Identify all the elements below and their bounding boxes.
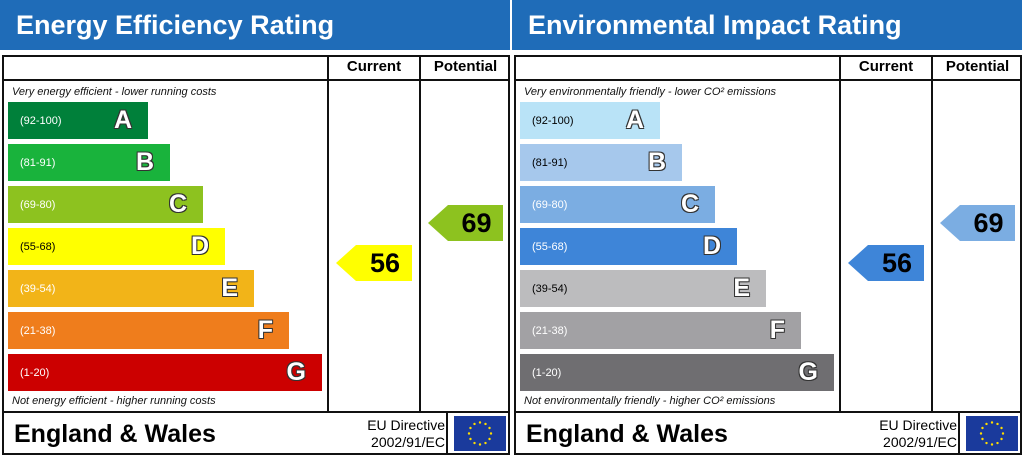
- band-range: (92-100): [20, 115, 62, 127]
- band-range: (55-68): [532, 241, 568, 253]
- band-c: (69-80) C: [8, 186, 203, 223]
- band-letter: G: [798, 358, 818, 386]
- chart-frame: [2, 55, 510, 455]
- band-letter: G: [286, 358, 306, 386]
- band-e: (39-54) E: [8, 270, 254, 307]
- band-range: (81-91): [20, 157, 56, 169]
- band-range: (69-80): [20, 199, 56, 211]
- eu-flag-icon: [454, 416, 506, 451]
- directive-line2: 2002/91/EC: [883, 434, 957, 450]
- band-range: (21-38): [20, 325, 56, 337]
- current-rating-value: 56: [881, 248, 913, 278]
- band-letter: D: [702, 232, 721, 260]
- band-range: (1-20): [532, 367, 562, 379]
- current-rating-value: 56: [369, 248, 401, 278]
- band-e: (39-54) E: [520, 270, 766, 307]
- column-header-potential: Potential: [433, 58, 498, 75]
- directive-line2: 2002/91/EC: [371, 434, 445, 450]
- band-range: (39-54): [20, 283, 56, 295]
- band-range: (55-68): [20, 241, 56, 253]
- top-note: Very environmentally friendly - lower CO…: [524, 86, 777, 98]
- top-note: Very energy efficient - lower running co…: [12, 86, 217, 98]
- column-header-current: Current: [346, 58, 402, 75]
- eu-directive: EU Directive 2002/91/EC: [345, 417, 445, 451]
- band-letter: B: [647, 148, 666, 176]
- band-g: (1-20) G: [520, 354, 834, 391]
- column-header-current: Current: [858, 58, 914, 75]
- eu-directive: EU Directive 2002/91/EC: [857, 417, 957, 451]
- band-f: (21-38) F: [520, 312, 801, 349]
- chart-title: Energy Efficiency Rating: [0, 0, 510, 50]
- column-header-potential: Potential: [945, 58, 1010, 75]
- band-letter: F: [257, 316, 273, 344]
- band-letter: D: [190, 232, 209, 260]
- band-letter: A: [625, 106, 644, 134]
- band-letter: F: [769, 316, 785, 344]
- band-range: (92-100): [532, 115, 574, 127]
- potential-rating-value: 69: [973, 208, 1004, 238]
- directive-line1: EU Directive: [367, 417, 445, 433]
- band-b: (81-91) B: [520, 144, 682, 181]
- chart-title: Environmental Impact Rating: [512, 0, 1022, 50]
- environmental-impact-panel: Environmental Impact Rating Current Pote…: [512, 0, 1024, 457]
- chart-frame: [514, 55, 1022, 455]
- band-d: (55-68) D: [8, 228, 225, 265]
- potential-rating-arrow: 69: [428, 205, 503, 241]
- band-range: (1-20): [20, 367, 50, 379]
- band-c: (69-80) C: [520, 186, 715, 223]
- band-range: (69-80): [532, 199, 568, 211]
- band-letter: C: [680, 190, 699, 218]
- band-letter: E: [733, 274, 750, 302]
- band-f: (21-38) F: [8, 312, 289, 349]
- potential-rating-value: 69: [461, 208, 492, 238]
- eu-flag-icon: [966, 416, 1018, 451]
- bottom-note: Not environmentally friendly - higher CO…: [524, 395, 776, 407]
- directive-line1: EU Directive: [879, 417, 957, 433]
- band-a: (92-100) A: [8, 102, 148, 139]
- energy-efficiency-panel: Energy Efficiency Rating Current Potenti…: [0, 0, 510, 455]
- bottom-note: Not energy efficient - higher running co…: [12, 395, 216, 407]
- band-letter: E: [221, 274, 238, 302]
- band-letter: C: [168, 190, 187, 218]
- band-letter: A: [113, 106, 132, 134]
- band-letter: B: [135, 148, 154, 176]
- band-a: (92-100) A: [520, 102, 660, 139]
- band-range: (21-38): [532, 325, 568, 337]
- band-b: (81-91) B: [8, 144, 170, 181]
- band-d: (55-68) D: [520, 228, 737, 265]
- country-label: England & Wales: [14, 420, 216, 448]
- band-range: (39-54): [532, 283, 568, 295]
- band-range: (81-91): [532, 157, 568, 169]
- band-g: (1-20) G: [8, 354, 322, 391]
- country-label: England & Wales: [526, 420, 728, 448]
